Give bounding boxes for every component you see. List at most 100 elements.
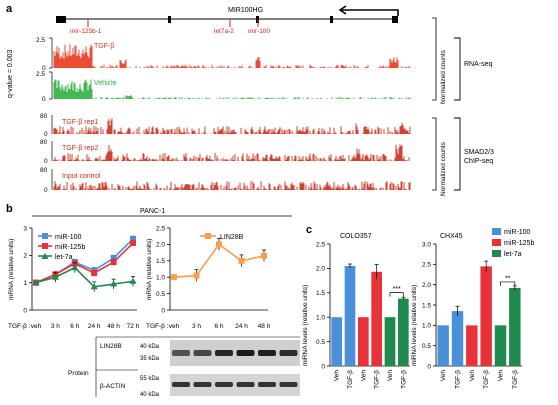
significance-bracket	[389, 292, 404, 297]
track-ymin: 0	[44, 131, 48, 138]
panel-b-letter: b	[6, 203, 13, 215]
side-label: Normalized counts	[440, 49, 447, 104]
y-tick-label: 2.5	[156, 225, 165, 232]
x-tick-label: 3 h	[51, 323, 60, 330]
bar	[480, 266, 492, 366]
data-point	[261, 252, 267, 259]
lin28b-band	[172, 350, 190, 356]
side-label: ChIP-seq	[464, 158, 493, 165]
y-tick-label: 2.0	[156, 242, 165, 249]
y-axis-label: miRNA levels (relative units)	[411, 285, 418, 366]
y-tick-label: 1.5	[422, 302, 431, 309]
qvalue-label: q-value = 0.003	[7, 49, 14, 98]
x-tick-label: TGF-β	[455, 370, 462, 389]
x-tick-label: 6 h	[214, 323, 223, 330]
blot-membrane-lin28b	[170, 340, 300, 366]
legend-line-chart-mirna: miR-100 miR-125b let-7a	[38, 233, 85, 261]
y-tick-label: 2.0	[422, 282, 431, 289]
line-chart-mirna: 0 1 2 3 veh 3 h 6 h 24 h 48 h 72 h	[23, 225, 139, 330]
y-axis-label: miRNA levels (relative units)	[302, 285, 309, 366]
bar	[384, 317, 396, 366]
chip-track-rep1: 80 0 TGF-β rep1	[40, 113, 411, 138]
legend-line-chart-lin28b: LIN28B	[200, 233, 244, 241]
data-point	[110, 280, 118, 287]
x-tick-label: 72 h	[127, 323, 140, 330]
rnaseq-track-tgfb: 2.5 0 TGF-β	[36, 37, 411, 72]
actin-band	[258, 382, 276, 387]
coverage-signal	[53, 79, 411, 99]
x-tick-label: 24 h	[235, 323, 248, 330]
protein-label: Protein	[68, 370, 89, 377]
y-tick-label: 2.5	[316, 241, 325, 248]
track-ymax: 80	[40, 113, 48, 120]
chip-track-input: 80 0 Input control	[40, 167, 411, 194]
legend-label: let-7a	[504, 251, 522, 258]
data-point	[171, 274, 177, 281]
data-point	[130, 235, 136, 242]
bracket	[454, 37, 461, 101]
significance-label: ***	[393, 286, 401, 293]
bar	[331, 317, 342, 366]
y-tick-label: 2	[23, 253, 27, 260]
panel-a-side-labels: Normalized counts RNA-seq Normalized cou…	[432, 17, 494, 196]
track-label: Vehicle	[94, 80, 117, 87]
gene-name: MIR100HG	[228, 7, 263, 14]
mw-label: 55 kDa	[140, 376, 160, 382]
mw-label: 40 kDa	[140, 392, 160, 398]
legend-swatch	[492, 228, 501, 235]
chip-track-rep2: 80 0 TGF-β rep2	[40, 139, 410, 165]
data-point	[32, 279, 40, 286]
tss-arrow-icon	[338, 5, 399, 16]
y-tick-label: 2.5	[422, 262, 431, 269]
data-point	[51, 273, 59, 280]
blot-membrane-actin	[170, 374, 300, 396]
exon	[56, 16, 66, 23]
side-label: RNA-seq	[464, 61, 493, 68]
track-ymax: 2.5	[36, 37, 45, 44]
bar	[344, 265, 356, 366]
bracket	[432, 17, 437, 101]
actin-band	[172, 382, 190, 387]
track-ymax: 2.5	[36, 71, 45, 78]
track-label: TGF-β rep1	[62, 119, 98, 126]
bar	[398, 298, 409, 366]
mir-label: mir-100	[248, 28, 270, 35]
y-axis-label: mRNA (relative units)	[146, 239, 153, 300]
track-ymin: 0	[44, 158, 48, 165]
y-tick-label: 0	[23, 307, 27, 314]
lin28b-band	[279, 350, 298, 356]
panel-c-letter: c	[306, 224, 312, 236]
legend-marker	[42, 233, 48, 239]
x-tick-label: veh	[169, 323, 180, 330]
x-tick-label: 48 h	[258, 323, 271, 330]
blot-label: β-ACTIN	[100, 383, 126, 390]
track-ymax: 80	[40, 167, 48, 174]
track-label: TGF-β rep2	[62, 145, 98, 152]
x-tick-label: TGF-β	[512, 370, 519, 389]
bar	[466, 325, 478, 366]
bar	[494, 325, 507, 366]
track-ymin: 0	[42, 96, 46, 103]
legend-label: miR-100	[55, 234, 82, 241]
mw-label: 40 kDa	[140, 344, 160, 350]
lin28b-band	[215, 350, 233, 356]
side-label: Normalized counts	[440, 141, 447, 196]
x-tick-label: Veh	[334, 370, 341, 382]
tgf-row-label: TGF-β :	[146, 323, 169, 330]
rnaseq-track-vehicle: 2.5 0 Vehicle	[36, 71, 411, 103]
data-point	[71, 264, 79, 271]
y-tick-label: 2.0	[316, 266, 325, 273]
y-tick-label: 1	[23, 280, 27, 287]
x-tick-label: Veh	[387, 370, 394, 382]
y-tick-label: 1.5	[156, 258, 165, 265]
mir-label: mir-125b-1	[70, 28, 102, 35]
bar	[371, 271, 382, 366]
x-tick-label: 48 h	[107, 323, 120, 330]
series-line	[35, 266, 134, 288]
tgf-row-label: TGF-β :	[8, 323, 31, 330]
y-tick-label: 1.5	[316, 290, 325, 297]
bar	[358, 317, 369, 366]
data-point	[130, 240, 136, 247]
track-ymin: 0	[44, 187, 48, 194]
